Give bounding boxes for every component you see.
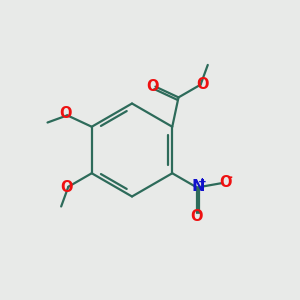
Text: N: N <box>191 179 205 194</box>
Text: O: O <box>59 106 71 121</box>
Text: O: O <box>147 79 159 94</box>
Text: +: + <box>198 177 207 188</box>
Text: -: - <box>227 171 232 184</box>
Text: O: O <box>60 180 73 195</box>
Text: O: O <box>196 77 208 92</box>
Text: O: O <box>219 175 231 190</box>
Text: O: O <box>191 209 203 224</box>
